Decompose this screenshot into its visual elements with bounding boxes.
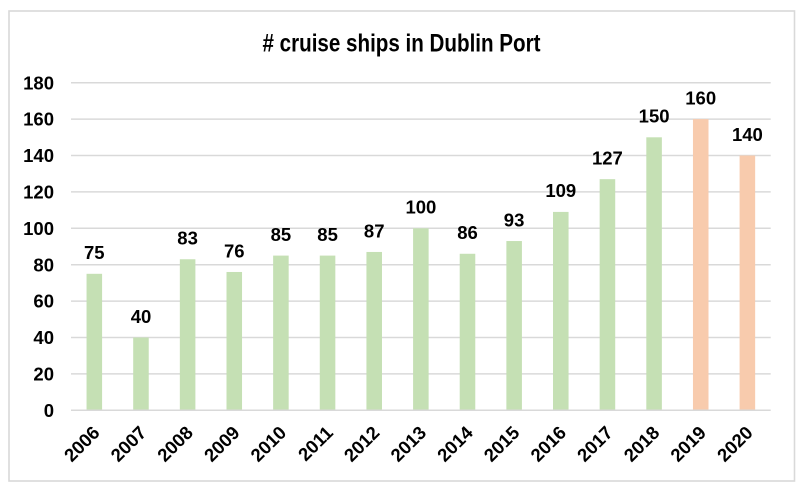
svg-text:100: 100 — [23, 218, 54, 239]
svg-text:140: 140 — [23, 145, 54, 166]
svg-text:140: 140 — [732, 124, 763, 145]
svg-text:80: 80 — [33, 254, 54, 275]
svg-text:76: 76 — [224, 240, 245, 261]
svg-text:100: 100 — [405, 197, 436, 218]
svg-text:83: 83 — [177, 228, 198, 249]
svg-text:# cruise ships in Dublin Port: # cruise ships in Dublin Port — [263, 28, 541, 56]
svg-text:120: 120 — [23, 182, 54, 203]
svg-text:75: 75 — [84, 242, 105, 263]
svg-text:160: 160 — [685, 87, 716, 108]
svg-text:60: 60 — [33, 291, 54, 312]
svg-text:20: 20 — [33, 364, 54, 385]
svg-text:85: 85 — [317, 224, 338, 245]
svg-text:40: 40 — [131, 306, 152, 327]
svg-text:40: 40 — [33, 327, 54, 348]
svg-text:86: 86 — [457, 222, 478, 243]
svg-text:85: 85 — [271, 224, 292, 245]
svg-text:109: 109 — [545, 180, 576, 201]
svg-text:0: 0 — [44, 400, 54, 421]
svg-text:127: 127 — [592, 148, 623, 169]
svg-text:150: 150 — [639, 106, 670, 127]
svg-text:87: 87 — [364, 220, 385, 241]
svg-text:180: 180 — [23, 72, 54, 93]
svg-text:160: 160 — [23, 109, 54, 130]
svg-text:93: 93 — [504, 209, 525, 230]
